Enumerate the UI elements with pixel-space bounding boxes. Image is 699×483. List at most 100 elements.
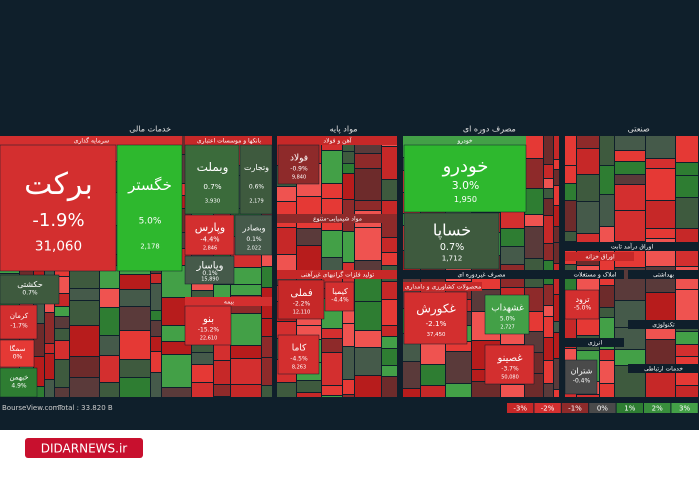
- sector-title: مصرف دوره ای: [463, 125, 516, 134]
- stock-change: 4.9%: [11, 383, 27, 390]
- tile-filler: [70, 326, 99, 356]
- tile-filler: [100, 383, 119, 397]
- tile-filler: [343, 380, 354, 394]
- stock-name: غکورش: [416, 301, 456, 316]
- stock-tile: [277, 334, 320, 375]
- tile-filler: [577, 175, 599, 201]
- stock-tile: [564, 289, 600, 320]
- legend-swatch: [561, 403, 589, 413]
- stock-tile: [184, 144, 240, 215]
- stock-tile: [277, 144, 320, 185]
- tile-filler: [600, 166, 614, 194]
- group-title: آهن و فولاد: [323, 136, 352, 145]
- stock-name: خودرو: [442, 156, 489, 177]
- tile-filler: [343, 347, 354, 379]
- tile-filler: [554, 186, 559, 205]
- tile-filler: [646, 340, 675, 366]
- tile-filler: [554, 390, 559, 397]
- tile-filler: [277, 255, 296, 274]
- stock-name: حکشتی: [17, 280, 43, 289]
- tile-filler: [343, 164, 354, 173]
- group-title: تکنولوژی: [652, 322, 675, 329]
- tile-filler: [382, 366, 397, 376]
- tile-filler: [544, 136, 553, 164]
- tile-filler: [554, 160, 559, 169]
- tile-filler: [231, 346, 261, 358]
- tile-filler: [646, 201, 675, 228]
- tile-filler: [231, 359, 261, 384]
- tile-filler: [55, 388, 69, 397]
- stock-name: وبملت: [197, 160, 229, 175]
- stock-name: فملی: [290, 288, 312, 299]
- tile-filler: [646, 169, 675, 200]
- tile-filler: [277, 187, 296, 201]
- stock-value: 12,110: [293, 310, 311, 316]
- treemap: خدمات مالی مواد پایه مصرف دوره ای صنعتی سرما…: [0, 125, 698, 398]
- stock-name: کیمیا: [332, 287, 348, 296]
- stock-value: 37,450: [427, 332, 446, 338]
- stock-change: 3.0%: [452, 179, 479, 192]
- tile-filler: [343, 152, 354, 163]
- tile-filler: [151, 352, 161, 372]
- group-header: [565, 338, 624, 347]
- tile-filler: [355, 348, 381, 375]
- group-title: بهداشتی: [653, 272, 674, 279]
- stock-value: 2,179: [249, 199, 263, 205]
- tile-filler: [676, 229, 698, 246]
- tile-filler: [646, 293, 675, 323]
- tile-filler: [355, 331, 381, 347]
- tile-filler: [525, 136, 543, 158]
- stock-tile: [484, 344, 535, 385]
- stock-name: غصینو: [496, 353, 522, 364]
- group-title: سرمایه گذاری: [74, 137, 109, 145]
- legend-label: -2%: [541, 405, 555, 413]
- stock-name: فولاد: [290, 153, 308, 163]
- tile-filler: [382, 300, 397, 325]
- tile-filler: [151, 321, 161, 336]
- group-header: [628, 364, 698, 373]
- stock-change: -2.2%: [293, 301, 311, 308]
- tile-filler: [214, 361, 230, 384]
- stock-tile: [0, 144, 117, 272]
- tile-filler: [501, 247, 524, 264]
- tile-filler: [554, 295, 559, 321]
- stock-tile: [564, 359, 598, 395]
- tile-filler: [70, 267, 99, 288]
- tile-filler: [577, 202, 599, 233]
- tile-filler: [262, 337, 272, 357]
- tile-filler: [544, 165, 553, 178]
- tile-filler: [262, 386, 272, 397]
- stock-tile: [403, 144, 527, 213]
- tile-filler: [615, 162, 645, 174]
- tile-filler: [446, 352, 471, 383]
- tile-filler: [297, 381, 321, 392]
- stock-tile: [116, 144, 183, 272]
- group-header: [277, 270, 397, 279]
- tile-filler: [262, 358, 272, 385]
- tile-filler: [355, 302, 381, 330]
- legend-label: -1%: [568, 405, 582, 413]
- sector-title: مواد پایه: [330, 125, 358, 134]
- tile-filler: [151, 373, 161, 397]
- tile-filler: [382, 238, 397, 252]
- stock-name: ترود: [575, 295, 589, 304]
- legend-swatch: [534, 403, 561, 413]
- stock-tile: [234, 214, 273, 256]
- tile-filler: [34, 357, 44, 386]
- tile-filler: [600, 136, 614, 165]
- tile-filler: [544, 306, 553, 316]
- tile-filler: [676, 290, 698, 320]
- group-title: بانکها و موسسات اعتباری: [197, 138, 261, 145]
- stock-value: 1,950: [454, 194, 477, 204]
- tile-filler: [554, 206, 559, 226]
- tile-filler: [554, 227, 559, 242]
- tile-filler: [162, 388, 191, 397]
- stock-name: بنو: [202, 314, 214, 325]
- stock-tile: [184, 214, 235, 256]
- group-title: خودرو: [456, 138, 473, 145]
- stock-tile: [184, 255, 235, 285]
- group-header: [628, 320, 698, 329]
- stock-change: -2.1%: [426, 319, 447, 328]
- tile-filler: [554, 243, 559, 263]
